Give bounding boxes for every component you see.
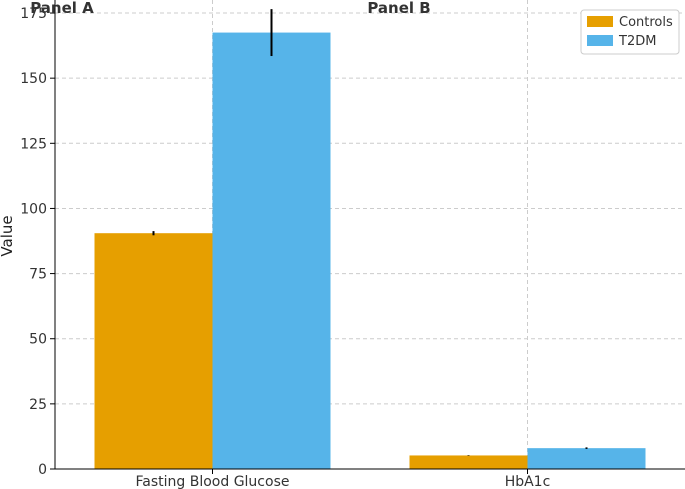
x-ticks: Fasting Blood Glucose HbA1c: [136, 469, 551, 489]
legend-label-t2dm: T2DM: [618, 34, 656, 49]
y-axis-label: Value: [0, 215, 16, 256]
x-tick-label: Fasting Blood Glucose: [136, 474, 290, 489]
panel-a-label: Panel A: [30, 0, 94, 17]
bar-controls-1: [94, 233, 213, 469]
y-ticks: 0 25 50 75 100 125 150 175: [20, 6, 55, 478]
panel-b-label: Panel B: [367, 0, 430, 17]
legend-swatch-controls: [587, 16, 613, 27]
bar-controls-2: [409, 455, 528, 469]
y-tick-label: 75: [29, 267, 47, 283]
legend: Controls T2DM: [580, 9, 680, 55]
y-tick-label: 0: [38, 462, 47, 478]
x-tick-label: HbA1c: [505, 474, 551, 489]
legend-label-controls: Controls: [619, 15, 673, 30]
y-tick-label: 175: [20, 6, 47, 22]
y-tick-label: 50: [29, 332, 47, 348]
legend-swatch-t2dm: [587, 35, 613, 46]
y-tick-label: 100: [20, 201, 47, 217]
y-tick-label: 150: [20, 71, 47, 87]
y-tick-label: 125: [20, 136, 47, 152]
bar-t2dm-1: [212, 32, 331, 469]
bar-t2dm-2: [527, 448, 646, 469]
y-tick-label: 25: [29, 397, 47, 413]
bars-layer: [94, 9, 646, 469]
